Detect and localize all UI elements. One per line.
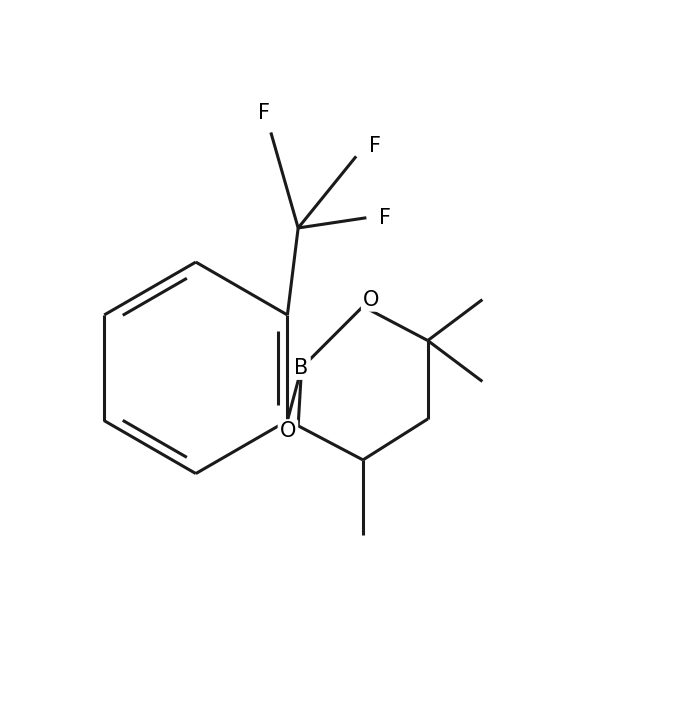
Text: O: O	[279, 421, 296, 441]
Text: B: B	[295, 358, 309, 378]
Text: F: F	[258, 103, 270, 123]
Text: F: F	[379, 208, 392, 227]
Text: O: O	[363, 290, 379, 310]
Text: F: F	[369, 136, 382, 156]
